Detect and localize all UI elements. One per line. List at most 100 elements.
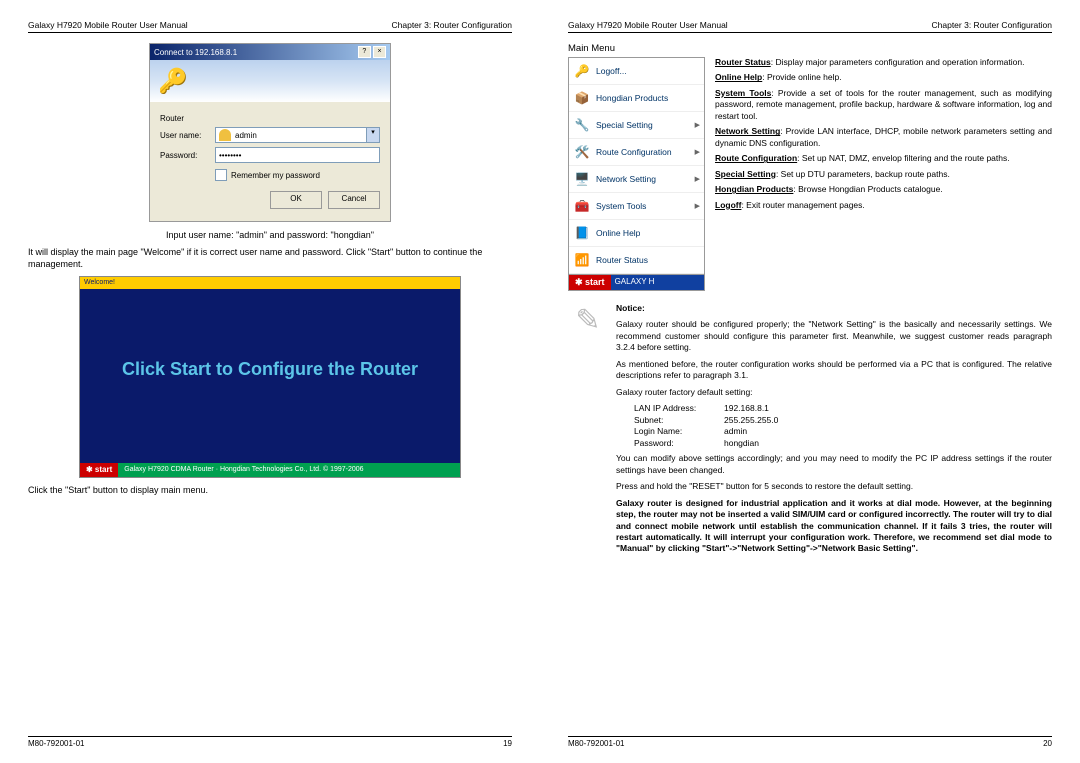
welcome-message: Click Start to Configure the Router bbox=[80, 289, 460, 380]
login-titlebar: Connect to 192.168.8.1 ? × bbox=[150, 44, 390, 60]
login-dialog-title: Connect to 192.168.8.1 bbox=[154, 48, 237, 57]
welcome-start-button[interactable]: ✱ start bbox=[80, 463, 118, 477]
menu-label: System Tools bbox=[596, 201, 646, 211]
header: Galaxy H7920 Mobile Router User Manual C… bbox=[568, 20, 1052, 33]
notice-title: Notice: bbox=[616, 303, 1052, 314]
desc-hongdian-t: Hongdian Products bbox=[715, 184, 793, 194]
products-icon: 📦 bbox=[573, 89, 591, 107]
remember-checkbox[interactable] bbox=[215, 169, 227, 181]
tools-icon: 🧰 bbox=[573, 197, 591, 215]
menu-network-setting[interactable]: 🖥️ Network Setting ▶ bbox=[569, 166, 704, 193]
desc-special-setting-t: Special Setting bbox=[715, 169, 776, 179]
desc-system-tools-t: System Tools bbox=[715, 88, 771, 98]
network-icon: 🖥️ bbox=[573, 170, 591, 188]
paragraph-welcome: It will display the main page "Welcome" … bbox=[28, 246, 512, 270]
desc-network-setting-t: Network Setting bbox=[715, 126, 780, 136]
header: Galaxy H7920 Mobile Router User Manual C… bbox=[28, 20, 512, 33]
keys-icon: 🔑 bbox=[158, 67, 188, 96]
help-button[interactable]: ? bbox=[358, 46, 371, 58]
chevron-right-icon: ▶ bbox=[695, 175, 700, 183]
cancel-button[interactable]: Cancel bbox=[328, 191, 380, 209]
dropdown-icon[interactable]: ▾ bbox=[366, 128, 379, 142]
login-name-label: Login Name: bbox=[634, 426, 724, 437]
login-section-label: Router bbox=[160, 114, 380, 123]
lan-ip-label: LAN IP Address: bbox=[634, 403, 724, 414]
logoff-icon: 🔑 bbox=[573, 62, 591, 80]
subnet-value: 255.255.255.0 bbox=[724, 415, 778, 426]
menu-hongdian-products[interactable]: 📦 Hongdian Products bbox=[569, 85, 704, 112]
notice-p5: Press and hold the "RESET" button for 5 … bbox=[616, 481, 1052, 492]
desc-hongdian: : Browse Hongdian Products catalogue. bbox=[793, 184, 942, 194]
manual-title: Galaxy H7920 Mobile Router User Manual bbox=[568, 20, 728, 30]
page-number: 19 bbox=[503, 739, 512, 748]
desc-router-status-t: Router Status bbox=[715, 57, 771, 67]
status-icon: 📶 bbox=[573, 251, 591, 269]
desc-route-config: : Set up NAT, DMZ, envelop filtering and… bbox=[797, 153, 1009, 163]
menu-online-help[interactable]: 📘 Online Help bbox=[569, 220, 704, 247]
doc-code: M80-792001-01 bbox=[28, 739, 84, 748]
username-label: User name: bbox=[160, 131, 215, 140]
password-label: Password: bbox=[160, 151, 215, 160]
password-input[interactable]: •••••••• bbox=[215, 147, 380, 163]
remember-label: Remember my password bbox=[231, 171, 320, 180]
menu-start-button[interactable]: ✱ start bbox=[569, 275, 611, 290]
chevron-right-icon: ▶ bbox=[695, 121, 700, 129]
menu-label: Special Setting bbox=[596, 120, 653, 130]
password-value: •••••••• bbox=[219, 151, 241, 160]
subnet-label: Subnet: bbox=[634, 415, 724, 426]
menu-route-configuration[interactable]: 🛠️ Route Configuration ▶ bbox=[569, 139, 704, 166]
chapter-title: Chapter 3: Router Configuration bbox=[932, 20, 1053, 30]
menu-label: Online Help bbox=[596, 228, 640, 238]
footer: M80-792001-01 20 bbox=[568, 736, 1052, 748]
page-number: 20 bbox=[1043, 739, 1052, 748]
main-menu-heading: Main Menu bbox=[568, 43, 1052, 54]
special-icon: 🔧 bbox=[573, 116, 591, 134]
desc-router-status: : Display major parameters configuration… bbox=[771, 57, 1025, 67]
login-dialog: Connect to 192.168.8.1 ? × 🔑 Router User… bbox=[149, 43, 391, 222]
menu-brand-bar: GALAXY H bbox=[611, 275, 704, 290]
notice-p6: Galaxy router is designed for industrial… bbox=[616, 498, 1052, 555]
ok-button[interactable]: OK bbox=[270, 191, 322, 209]
page-right: Galaxy H7920 Mobile Router User Manual C… bbox=[540, 0, 1080, 763]
chevron-right-icon: ▶ bbox=[695, 148, 700, 156]
login-banner: 🔑 bbox=[150, 60, 390, 102]
username-value: admin bbox=[235, 131, 257, 140]
menu-label: Route Configuration bbox=[596, 147, 672, 157]
manual-title: Galaxy H7920 Mobile Router User Manual bbox=[28, 20, 188, 30]
welcome-screenshot: Welcome! Click Start to Configure the Ro… bbox=[79, 276, 461, 478]
password-value: hongdian bbox=[724, 438, 759, 449]
welcome-statusbar: Galaxy H7920 CDMA Router · Hongdian Tech… bbox=[118, 463, 460, 477]
titlebar-buttons: ? × bbox=[358, 46, 386, 58]
notice-section: Notice: Galaxy router should be configur… bbox=[616, 303, 1052, 560]
notice-p2: As mentioned before, the router configur… bbox=[616, 359, 1052, 382]
doc-code: M80-792001-01 bbox=[568, 739, 624, 748]
login-name-value: admin bbox=[724, 426, 747, 437]
notice-p1: Galaxy router should be configured prope… bbox=[616, 319, 1052, 353]
menu-router-status[interactable]: 📶 Router Status bbox=[569, 247, 704, 274]
notice-p4: You can modify above settings accordingl… bbox=[616, 453, 1052, 476]
menu-descriptions: Router Status: Display major parameters … bbox=[715, 57, 1052, 291]
help-icon: 📘 bbox=[573, 224, 591, 242]
menu-special-setting[interactable]: 🔧 Special Setting ▶ bbox=[569, 112, 704, 139]
password-label: Password: bbox=[634, 438, 724, 449]
menu-logoff[interactable]: 🔑 Logoff... bbox=[569, 58, 704, 85]
menu-system-tools[interactable]: 🧰 System Tools ▶ bbox=[569, 193, 704, 220]
welcome-tab: Welcome! bbox=[80, 277, 460, 289]
chevron-right-icon: ▶ bbox=[695, 202, 700, 210]
menu-label: Hongdian Products bbox=[596, 93, 668, 103]
main-menu: 🔑 Logoff... 📦 Hongdian Products 🔧 Specia… bbox=[568, 57, 705, 291]
lan-ip-value: 192.168.8.1 bbox=[724, 403, 769, 414]
close-button[interactable]: × bbox=[373, 46, 386, 58]
desc-special-setting: : Set up DTU parameters, backup route pa… bbox=[776, 169, 950, 179]
username-input[interactable]: admin ▾ bbox=[215, 127, 380, 143]
desc-online-help: : Provide online help. bbox=[762, 72, 841, 82]
pencil-icon: ✎ bbox=[568, 303, 608, 343]
menu-label: Logoff... bbox=[596, 66, 627, 76]
factory-defaults: LAN IP Address:192.168.8.1 Subnet:255.25… bbox=[634, 403, 1052, 449]
footer: M80-792001-01 19 bbox=[28, 736, 512, 748]
desc-logoff: : Exit router management pages. bbox=[741, 200, 864, 210]
notice-p3: Galaxy router factory default setting: bbox=[616, 387, 1052, 398]
menu-label: Network Setting bbox=[596, 174, 656, 184]
caption-input-credentials: Input user name: "admin" and password: "… bbox=[28, 230, 512, 240]
desc-online-help-t: Online Help bbox=[715, 72, 762, 82]
